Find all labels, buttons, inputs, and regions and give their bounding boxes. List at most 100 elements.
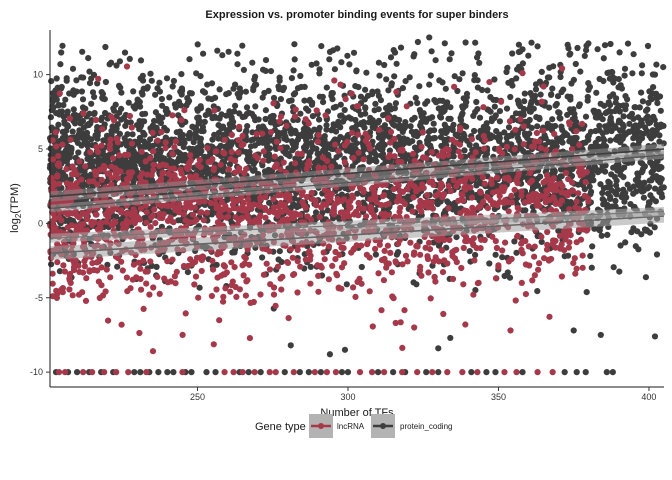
- lncrna-point: [210, 266, 217, 273]
- protein-coding-point: [650, 84, 657, 91]
- lncrna-point: [99, 126, 106, 133]
- protein-coding-point: [585, 80, 592, 87]
- lncrna-point: [460, 244, 467, 252]
- protein-coding-point: [428, 48, 435, 55]
- lncrna-point: [151, 206, 158, 213]
- protein-coding-point: [529, 93, 536, 100]
- lncrna-point: [561, 247, 568, 254]
- protein-coding-point: [234, 50, 241, 57]
- protein-coding-point: [326, 56, 333, 63]
- lncrna-point: [149, 212, 157, 219]
- lncrna-point: [411, 249, 418, 256]
- protein-coding-point: [592, 114, 600, 121]
- lncrna-point: [308, 189, 315, 196]
- protein-coding-point: [221, 143, 229, 150]
- protein-coding-point: [454, 87, 461, 95]
- protein-coding-point: [511, 238, 518, 245]
- lncrna-point: [492, 275, 500, 282]
- lncrna-point: [118, 207, 125, 214]
- protein-coding-point: [323, 122, 330, 129]
- lncrna-point: [129, 276, 136, 283]
- protein-coding-point: [390, 47, 397, 54]
- protein-coding-point: [215, 122, 222, 129]
- protein-coding-point: [632, 133, 640, 140]
- protein-coding-point: [337, 101, 344, 108]
- lncrna-point: [342, 96, 349, 103]
- lncrna-point: [164, 217, 172, 224]
- lncrna-point: [520, 123, 527, 130]
- protein-coding-point: [612, 197, 619, 204]
- protein-coding-point: [599, 189, 606, 197]
- lncrna-point: [186, 219, 193, 226]
- protein-coding-point: [208, 80, 216, 87]
- lncrna-point: [472, 149, 479, 156]
- protein-coding-point: [371, 107, 378, 114]
- protein-coding-point: [459, 103, 466, 110]
- protein-coding-point: [636, 104, 643, 111]
- protein-coding-point: [549, 116, 556, 123]
- protein-coding-point: [62, 96, 69, 103]
- protein-coding-point: [329, 96, 336, 103]
- protein-coding-point: [375, 117, 383, 124]
- lncrna-point: [88, 219, 95, 226]
- protein-coding-point: [490, 96, 497, 103]
- protein-coding-point: [123, 164, 130, 171]
- protein-coding-point: [265, 168, 272, 175]
- lncrna-point: [127, 285, 134, 292]
- lncrna-point: [147, 224, 154, 231]
- lncrna-point: [143, 209, 150, 216]
- lncrna-point: [149, 348, 157, 355]
- lncrna-point: [109, 222, 116, 229]
- protein-coding-point: [265, 87, 272, 94]
- protein-coding-point: [230, 118, 237, 126]
- lncrna-point: [271, 209, 278, 216]
- protein-coding-point: [110, 105, 117, 112]
- lncrna-point: [355, 200, 362, 207]
- lncrna-point: [492, 238, 499, 245]
- lncrna-point: [324, 157, 331, 165]
- protein-coding-point: [244, 123, 251, 130]
- protein-coding-point: [552, 122, 559, 130]
- lncrna-point: [201, 198, 208, 205]
- protein-coding-point: [488, 117, 495, 125]
- protein-coding-point: [47, 114, 55, 121]
- protein-coding-point: [123, 142, 130, 149]
- lncrna-point: [278, 286, 285, 293]
- protein-coding-point: [478, 86, 486, 94]
- lncrna-point: [266, 248, 273, 255]
- lncrna-point: [180, 211, 187, 218]
- protein-coding-point: [163, 127, 170, 134]
- protein-coding-point: [470, 112, 477, 119]
- lncrna-point: [540, 127, 547, 134]
- protein-coding-point: [499, 254, 506, 261]
- protein-coding-point: [471, 72, 478, 79]
- lncrna-point: [228, 259, 235, 266]
- protein-coding-point: [555, 109, 562, 116]
- protein-coding-point: [660, 184, 667, 191]
- lncrna-point: [73, 171, 80, 178]
- lncrna-point: [451, 255, 459, 262]
- lncrna-point: [167, 165, 174, 172]
- protein-coding-point: [115, 225, 122, 232]
- lncrna-point: [360, 156, 367, 163]
- protein-coding-point: [496, 131, 503, 138]
- protein-coding-point: [338, 59, 345, 66]
- protein-coding-point: [544, 120, 551, 127]
- lncrna-point: [392, 319, 399, 327]
- protein-coding-point: [396, 125, 403, 132]
- lncrna-point: [505, 208, 512, 215]
- lncrna-point: [556, 232, 564, 239]
- lncrna-point: [143, 280, 150, 287]
- protein-coding-point: [344, 52, 351, 59]
- protein-coding-point: [84, 142, 91, 149]
- protein-coding-point: [79, 96, 87, 103]
- lncrna-point: [529, 277, 536, 284]
- lncrna-point: [114, 255, 122, 262]
- protein-coding-point: [155, 113, 162, 120]
- protein-coding-point: [52, 87, 59, 94]
- protein-coding-point: [501, 272, 508, 280]
- lncrna-point: [292, 106, 299, 113]
- protein-coding-point: [332, 128, 340, 135]
- protein-coding-point: [387, 54, 395, 61]
- lncrna-point: [83, 215, 91, 223]
